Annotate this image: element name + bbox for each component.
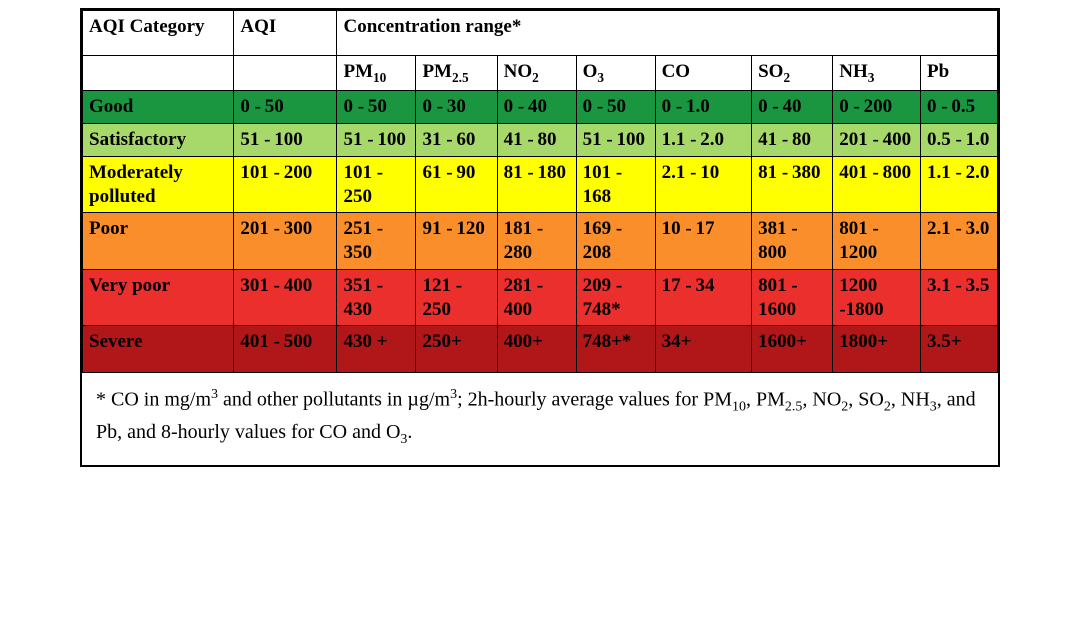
category-cell: Very poor	[83, 269, 234, 326]
data-rows: Good0 - 500 - 500 - 300 - 400 - 500 - 1.…	[83, 91, 998, 373]
no2-cell: 41 - 80	[497, 124, 576, 157]
aqi-range-cell: 101 - 200	[234, 156, 337, 213]
footnote: * CO in mg/m3 and other pollutants in µg…	[82, 373, 998, 464]
category-cell: Moderately polluted	[83, 156, 234, 213]
o3-cell: 748+*	[576, 326, 655, 373]
pm10-cell: 430 +	[337, 326, 416, 373]
pm10-cell: 351 - 430	[337, 269, 416, 326]
o3-cell: 169 - 208	[576, 213, 655, 270]
no2-cell: 0 - 40	[497, 91, 576, 124]
category-cell: Good	[83, 91, 234, 124]
pm10-cell: 0 - 50	[337, 91, 416, 124]
pm25-cell: 91 - 120	[416, 213, 497, 270]
pb-cell: 0 - 0.5	[921, 91, 998, 124]
category-cell: Poor	[83, 213, 234, 270]
table-row: Severe401 - 500430 +250+400+748+*34+1600…	[83, 326, 998, 373]
o3-cell: 101 - 168	[576, 156, 655, 213]
so2-cell: 381 - 800	[752, 213, 833, 270]
o3-cell: 51 - 100	[576, 124, 655, 157]
co-cell: 34+	[655, 326, 752, 373]
no2-cell: 400+	[497, 326, 576, 373]
header-aqi-category: AQI Category	[83, 11, 234, 56]
so2-cell: 0 - 40	[752, 91, 833, 124]
header-blank-1	[83, 56, 234, 91]
header-co: CO	[655, 56, 752, 91]
header-row-1: AQI Category AQI Concentration range*	[83, 11, 998, 56]
table-row: Satisfactory51 - 10051 - 10031 - 6041 - …	[83, 124, 998, 157]
nh3-cell: 201 - 400	[833, 124, 921, 157]
pb-cell: 3.1 - 3.5	[921, 269, 998, 326]
pm25-cell: 250+	[416, 326, 497, 373]
header-so2: SO2	[752, 56, 833, 91]
pm25-cell: 0 - 30	[416, 91, 497, 124]
aqi-range-cell: 401 - 500	[234, 326, 337, 373]
nh3-cell: 1200 -1800	[833, 269, 921, 326]
co-cell: 17 - 34	[655, 269, 752, 326]
nh3-cell: 1800+	[833, 326, 921, 373]
so2-cell: 81 - 380	[752, 156, 833, 213]
pm10-cell: 51 - 100	[337, 124, 416, 157]
o3-cell: 0 - 50	[576, 91, 655, 124]
pb-cell: 3.5+	[921, 326, 998, 373]
nh3-cell: 0 - 200	[833, 91, 921, 124]
table-row: Moderately polluted101 - 200101 - 25061 …	[83, 156, 998, 213]
pm25-cell: 121 - 250	[416, 269, 497, 326]
header-pm10: PM10	[337, 56, 416, 91]
no2-cell: 81 - 180	[497, 156, 576, 213]
aqi-table: AQI Category AQI Concentration range* PM…	[82, 10, 998, 373]
header-aqi: AQI	[234, 11, 337, 56]
pm10-cell: 251 - 350	[337, 213, 416, 270]
co-cell: 2.1 - 10	[655, 156, 752, 213]
no2-cell: 181 - 280	[497, 213, 576, 270]
category-cell: Satisfactory	[83, 124, 234, 157]
o3-cell: 209 - 748*	[576, 269, 655, 326]
header-aqi-category-text: AQI Category	[89, 15, 227, 47]
no2-cell: 281 - 400	[497, 269, 576, 326]
header-nh3: NH3	[833, 56, 921, 91]
header-blank-2	[234, 56, 337, 91]
so2-cell: 801 - 1600	[752, 269, 833, 326]
category-cell: Severe	[83, 326, 234, 373]
header-no2: NO2	[497, 56, 576, 91]
header-o3: O3	[576, 56, 655, 91]
page: AQI Category AQI Concentration range* PM…	[0, 0, 1080, 617]
so2-cell: 1600+	[752, 326, 833, 373]
aqi-range-cell: 0 - 50	[234, 91, 337, 124]
header-pb: Pb	[921, 56, 998, 91]
so2-cell: 41 - 80	[752, 124, 833, 157]
aqi-range-cell: 201 - 300	[234, 213, 337, 270]
pb-cell: 2.1 - 3.0	[921, 213, 998, 270]
aqi-range-cell: 51 - 100	[234, 124, 337, 157]
aqi-range-cell: 301 - 400	[234, 269, 337, 326]
co-cell: 0 - 1.0	[655, 91, 752, 124]
pm10-cell: 101 - 250	[337, 156, 416, 213]
nh3-cell: 401 - 800	[833, 156, 921, 213]
pm25-cell: 31 - 60	[416, 124, 497, 157]
pb-cell: 1.1 - 2.0	[921, 156, 998, 213]
header-pm25: PM2.5	[416, 56, 497, 91]
pm25-cell: 61 - 90	[416, 156, 497, 213]
co-cell: 1.1 - 2.0	[655, 124, 752, 157]
table-container: AQI Category AQI Concentration range* PM…	[80, 8, 1000, 467]
table-row: Very poor301 - 400351 - 430121 - 250281 …	[83, 269, 998, 326]
table-row: Good0 - 500 - 500 - 300 - 400 - 500 - 1.…	[83, 91, 998, 124]
header-concentration-range: Concentration range*	[337, 11, 998, 56]
table-row: Poor201 - 300251 - 35091 - 120181 - 2801…	[83, 213, 998, 270]
co-cell: 10 - 17	[655, 213, 752, 270]
nh3-cell: 801 - 1200	[833, 213, 921, 270]
pb-cell: 0.5 - 1.0	[921, 124, 998, 157]
header-row-pollutants: PM10 PM2.5 NO2 O3 CO SO2 NH3 Pb	[83, 56, 998, 91]
